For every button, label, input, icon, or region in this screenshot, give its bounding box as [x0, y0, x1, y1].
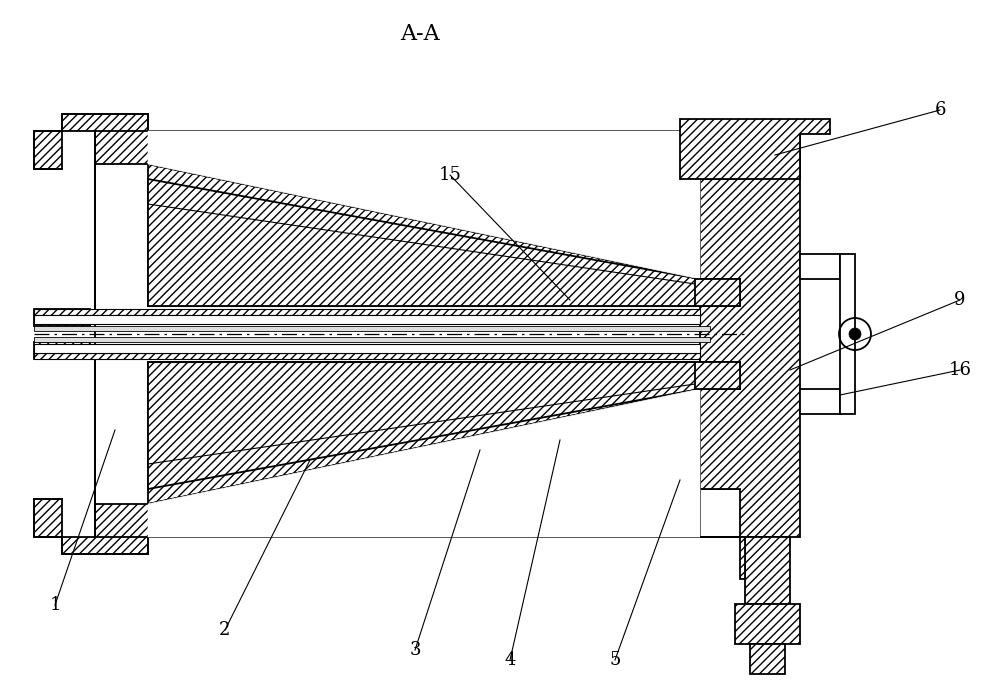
Polygon shape — [34, 326, 710, 331]
Polygon shape — [34, 315, 700, 324]
Text: 9: 9 — [954, 291, 966, 309]
Text: 15: 15 — [439, 166, 461, 184]
Text: 5: 5 — [609, 651, 621, 669]
Polygon shape — [62, 359, 740, 554]
Polygon shape — [34, 499, 62, 537]
Polygon shape — [700, 131, 800, 537]
Text: 2: 2 — [219, 621, 231, 639]
Polygon shape — [34, 353, 700, 359]
Polygon shape — [148, 131, 700, 279]
Polygon shape — [750, 644, 785, 674]
Polygon shape — [735, 604, 800, 644]
Text: 16: 16 — [948, 361, 972, 379]
Polygon shape — [34, 344, 700, 353]
Text: A-A: A-A — [400, 23, 440, 45]
Circle shape — [849, 328, 861, 340]
Text: 3: 3 — [409, 641, 421, 659]
Polygon shape — [840, 254, 855, 414]
Polygon shape — [34, 309, 90, 326]
Polygon shape — [34, 309, 700, 315]
Polygon shape — [148, 179, 700, 306]
Text: 6: 6 — [934, 101, 946, 119]
Polygon shape — [745, 537, 790, 604]
Polygon shape — [700, 537, 745, 579]
Polygon shape — [62, 114, 740, 309]
Polygon shape — [34, 337, 710, 342]
Polygon shape — [800, 254, 840, 279]
Polygon shape — [34, 131, 62, 169]
Polygon shape — [148, 389, 700, 537]
Text: 4: 4 — [504, 651, 516, 669]
Polygon shape — [695, 362, 740, 389]
Polygon shape — [800, 389, 840, 414]
Polygon shape — [680, 119, 830, 179]
Polygon shape — [34, 342, 90, 359]
Polygon shape — [695, 279, 740, 306]
Polygon shape — [148, 362, 700, 489]
Text: 1: 1 — [49, 596, 61, 614]
